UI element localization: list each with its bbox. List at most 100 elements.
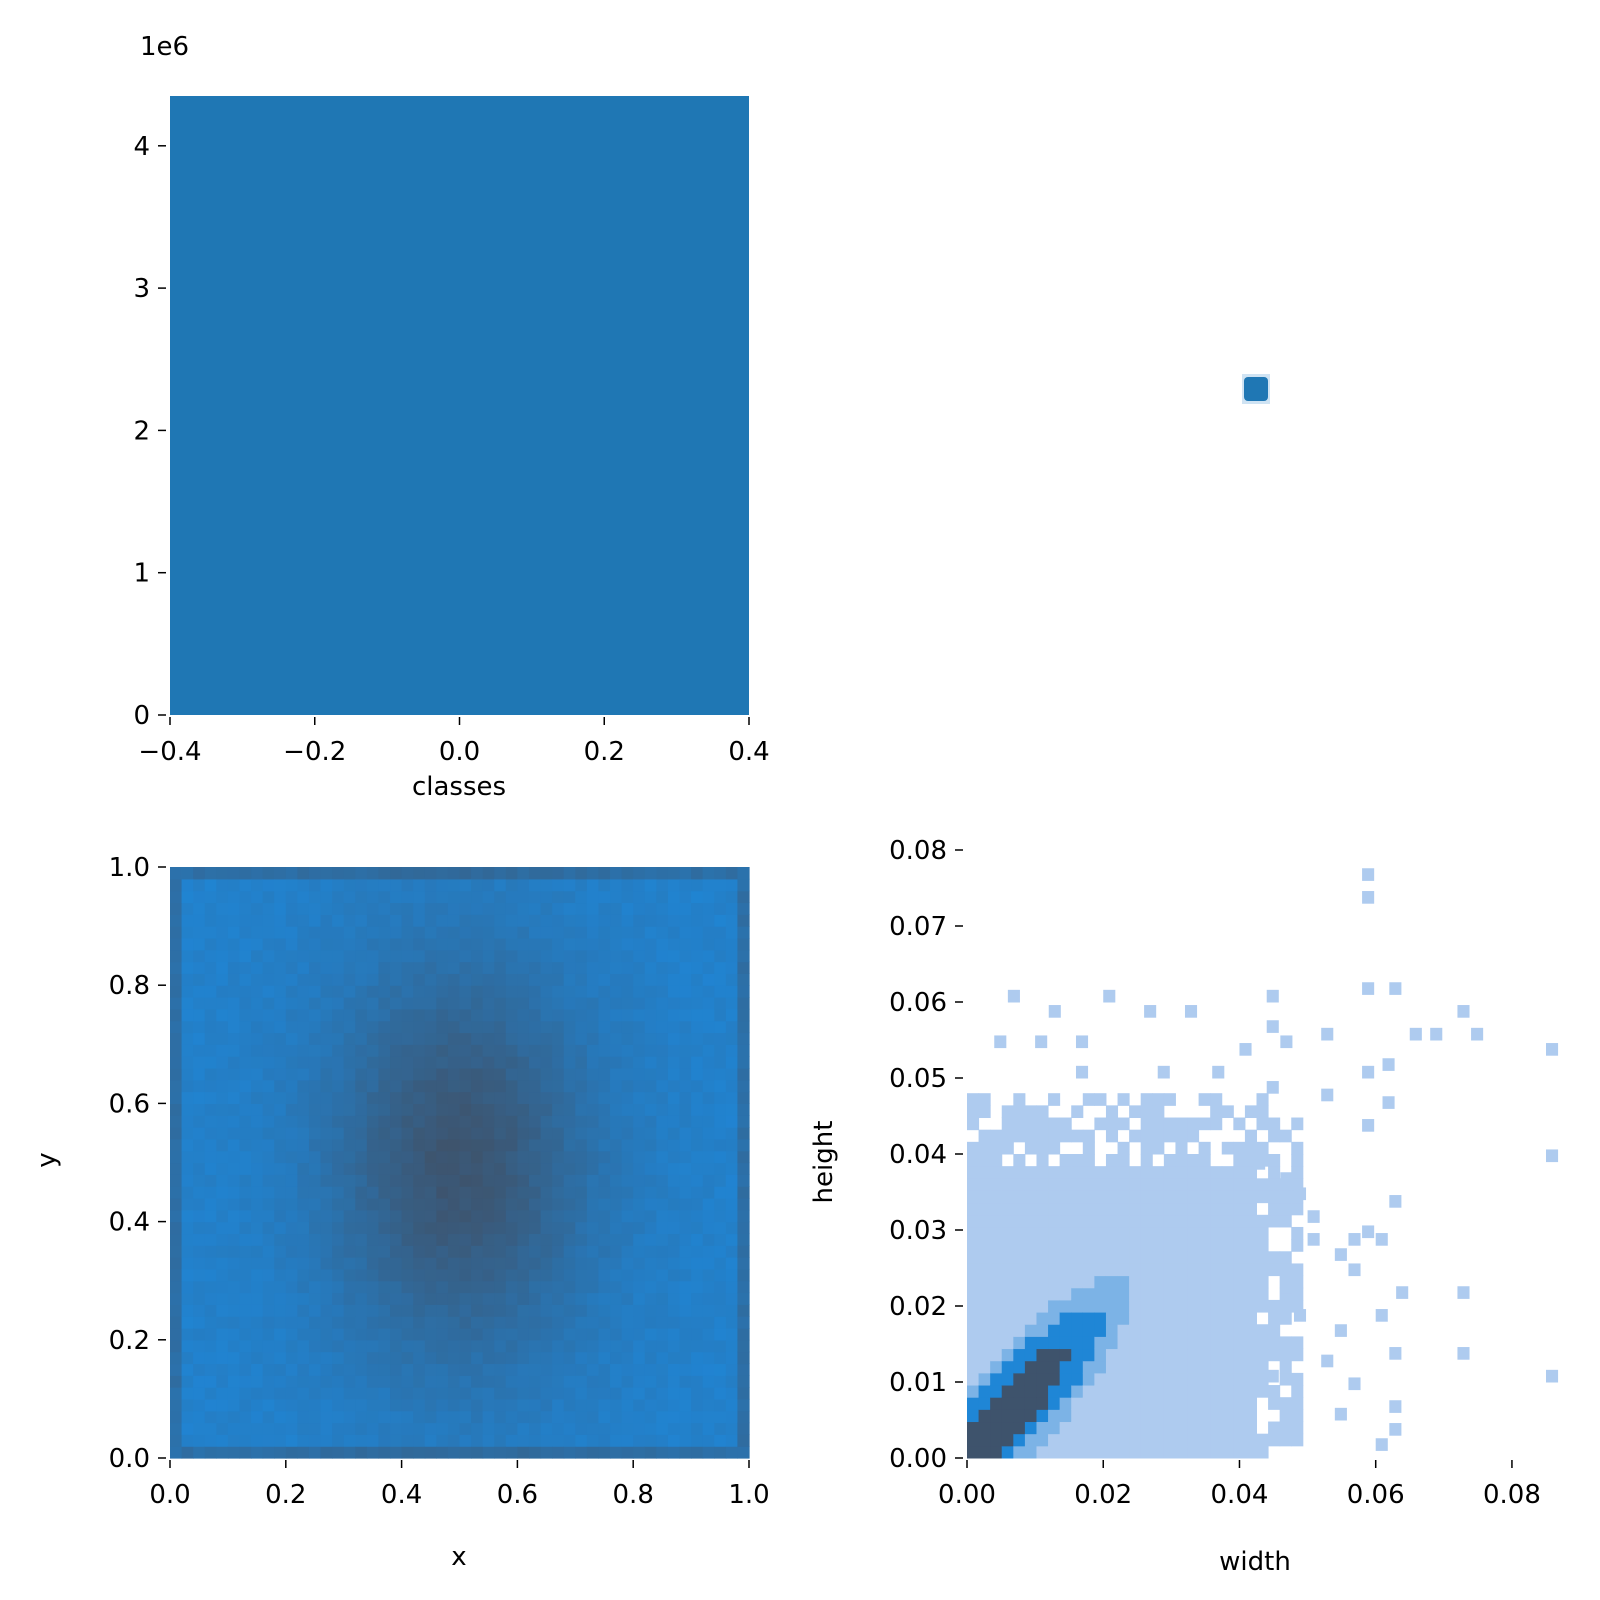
xy-cell: [285, 1351, 298, 1365]
xy-cell: [633, 1138, 646, 1152]
xy-cell: [204, 1339, 217, 1353]
xy-cell: [633, 1375, 646, 1388]
xy-cell: [471, 937, 484, 951]
xy-cell: [459, 1233, 472, 1246]
xy-cell: [586, 1044, 600, 1057]
xy-cell: [436, 914, 449, 927]
xy-cell: [598, 1020, 611, 1034]
xy-cell: [667, 1044, 681, 1057]
xy-cell: [227, 1304, 241, 1317]
width-height-cell: [1221, 1397, 1234, 1410]
xy-cell: [633, 961, 646, 974]
width-height-cell: [1210, 1251, 1223, 1264]
xy-cell: [644, 1008, 657, 1022]
xy-cell: [401, 878, 414, 892]
xy-cell: [656, 1398, 669, 1412]
width-height-cell: [1268, 1190, 1281, 1204]
width-height-cell: [1013, 1166, 1026, 1179]
xy-cell: [714, 1115, 727, 1128]
xy-cell: [251, 1186, 264, 1199]
xy-cell: [193, 1115, 206, 1128]
width-height-cell: [1279, 1336, 1292, 1350]
xy-cell: [366, 1351, 380, 1365]
width-height-cell: [1256, 1445, 1269, 1459]
width-height-cell: [978, 1178, 991, 1191]
xy-cell: [667, 1304, 681, 1317]
xy-cell: [193, 867, 206, 880]
width-height-cell: [1036, 1263, 1049, 1277]
width-height-cell: [1048, 1251, 1061, 1264]
width-height-cell: [1244, 1190, 1257, 1204]
xy-cell: [274, 902, 287, 915]
width-height-cell: [990, 1336, 1003, 1350]
width-height-cell: [1048, 1372, 1061, 1386]
xy-cell: [691, 1398, 704, 1412]
xy-cell: [471, 1233, 484, 1246]
xy-cell: [702, 1044, 715, 1057]
xy-cell: [714, 1103, 727, 1116]
width-height-cell: [1210, 1409, 1223, 1423]
xy-cell: [239, 890, 252, 904]
width-height-cell: [1001, 1372, 1014, 1386]
width-height-cell: [1233, 1214, 1246, 1228]
xy-cell: [667, 1446, 681, 1459]
xy-cell: [181, 1304, 194, 1317]
xy-cell: [251, 914, 264, 927]
xy-cell: [621, 1103, 634, 1116]
xy-cell: [447, 867, 461, 880]
xy-cell: [644, 1127, 657, 1140]
xy-cell: [528, 985, 542, 998]
width-height-cell: [1071, 1239, 1084, 1252]
xy-cell: [355, 937, 368, 951]
xy-cell: [702, 985, 715, 998]
width-height-cell: [1001, 1324, 1014, 1337]
xy-cell: [332, 1174, 345, 1187]
xy-cell: [251, 985, 264, 998]
xy-cell: [262, 1351, 275, 1365]
xy-cell: [366, 1257, 380, 1270]
width-height-cell: [1013, 1421, 1026, 1435]
xy-cell: [401, 902, 414, 915]
xy-cell: [216, 1233, 229, 1246]
xy-cell: [285, 1339, 298, 1353]
width-height-cell: [967, 1263, 980, 1277]
width-height-cell: [1233, 1433, 1246, 1447]
xy-cell: [482, 1103, 495, 1116]
xy-cell: [227, 1292, 241, 1305]
width-height-cell: [1001, 1263, 1014, 1277]
width-height-cell: [1152, 1372, 1165, 1386]
xy-cell: [239, 1044, 252, 1057]
xy-cell: [505, 1245, 518, 1258]
xy-cell: [459, 973, 472, 986]
xy-cell: [355, 878, 368, 892]
xy-cell: [737, 1339, 750, 1353]
width-height-cell: [1117, 1372, 1130, 1386]
xy-cell: [320, 1020, 333, 1034]
width-height-cell: [1210, 1202, 1223, 1216]
width-height-cell: [1094, 1372, 1107, 1386]
xy-cell: [355, 1292, 368, 1305]
xy-cell: [598, 1197, 611, 1211]
xy-cell: [679, 1387, 692, 1400]
xy-cell: [216, 1032, 229, 1045]
width-height-cell: [1268, 1263, 1281, 1277]
xy-cell: [482, 1221, 495, 1235]
xy-cell: [714, 867, 727, 880]
width-height-sparse-cell: [994, 1035, 1007, 1049]
width-height-cell: [1094, 1178, 1107, 1191]
xy-cell: [320, 949, 333, 963]
width-height-cell: [1036, 1226, 1049, 1240]
width-height-cell: [1187, 1202, 1200, 1216]
xy-cell: [401, 1209, 414, 1223]
width-height-cell: [1036, 1141, 1049, 1155]
width-height-cell: [1198, 1166, 1211, 1179]
xy-cell: [737, 1351, 750, 1365]
xy-cell: [343, 902, 356, 915]
xy-cell: [459, 1268, 472, 1282]
xy-cell: [667, 1410, 681, 1424]
xy-cell: [424, 1067, 437, 1081]
width-height-cell: [1105, 1287, 1119, 1301]
xy-cell: [552, 1327, 565, 1341]
xy-cell: [505, 1268, 518, 1282]
xy-cell: [413, 1103, 426, 1116]
